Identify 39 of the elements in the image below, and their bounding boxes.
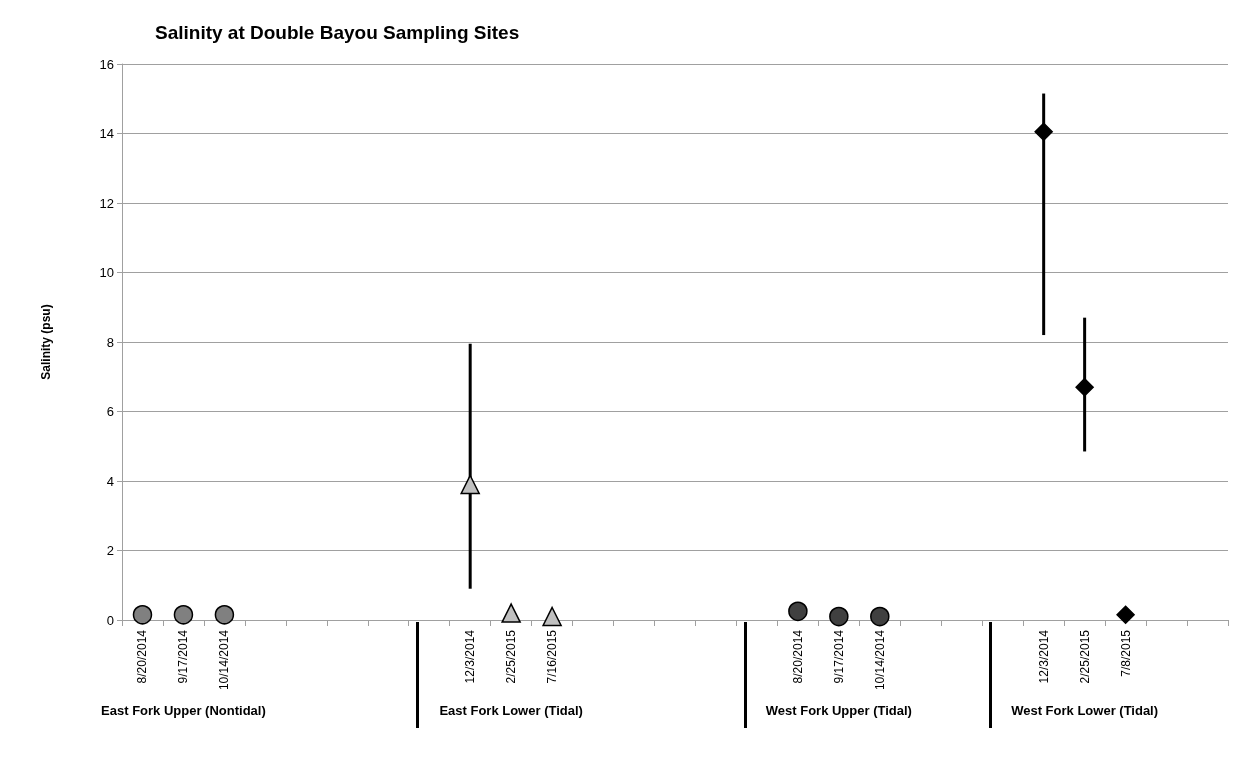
text: West Fork Upper (Tidal) (765, 703, 912, 718)
text: West Fork Lower (Tidal) (1011, 703, 1159, 718)
point (460, 474, 480, 495)
point (501, 603, 521, 623)
point (870, 606, 890, 627)
x-tick-label: 8/20/2014 (135, 629, 150, 684)
x-tick-label: 10/14/2014 (217, 629, 232, 691)
point (214, 605, 235, 625)
point (173, 605, 194, 625)
x-tick-label: 2/25/2015 (1077, 629, 1092, 684)
x-tick-label: 7/16/2015 (545, 629, 560, 684)
x-tick-label: 12/3/2014 (463, 629, 478, 684)
x-tick-label: 8/20/2014 (790, 629, 805, 684)
point (542, 606, 562, 627)
x-tick-label: 10/14/2014 (872, 629, 887, 691)
y-tick-label: 6 (106, 404, 114, 419)
point (1075, 377, 1094, 397)
y-tick-label: 10 (99, 265, 114, 280)
x-tick-label: 9/17/2014 (831, 629, 846, 684)
y-tick-label: 0 (106, 612, 114, 628)
point (829, 606, 849, 627)
text: East Fork Upper (Nontidal) (101, 703, 266, 718)
x-tick-label: 2/25/2015 (504, 629, 519, 684)
x-tick-label: 7/8/2015 (1118, 629, 1133, 677)
chart-title: Salinity at Double Bayou Sampling Sites (155, 22, 520, 43)
point (132, 605, 153, 625)
point (788, 601, 808, 622)
y-tick-label: 16 (99, 56, 114, 72)
text: East Fork Lower (Tidal) (439, 703, 583, 718)
y-tick-label: 4 (106, 473, 114, 489)
y-tick-label: 12 (99, 195, 114, 211)
y-tick-label: 2 (106, 543, 114, 558)
point (1034, 122, 1053, 142)
x-tick-label: 9/17/2014 (176, 629, 191, 684)
y-tick-label: 8 (106, 334, 114, 350)
y-axis-title: Salinity (psu) (39, 304, 53, 380)
point (1116, 605, 1135, 625)
y-tick-label: 14 (99, 126, 114, 141)
x-tick-label: 12/3/2014 (1036, 629, 1051, 684)
